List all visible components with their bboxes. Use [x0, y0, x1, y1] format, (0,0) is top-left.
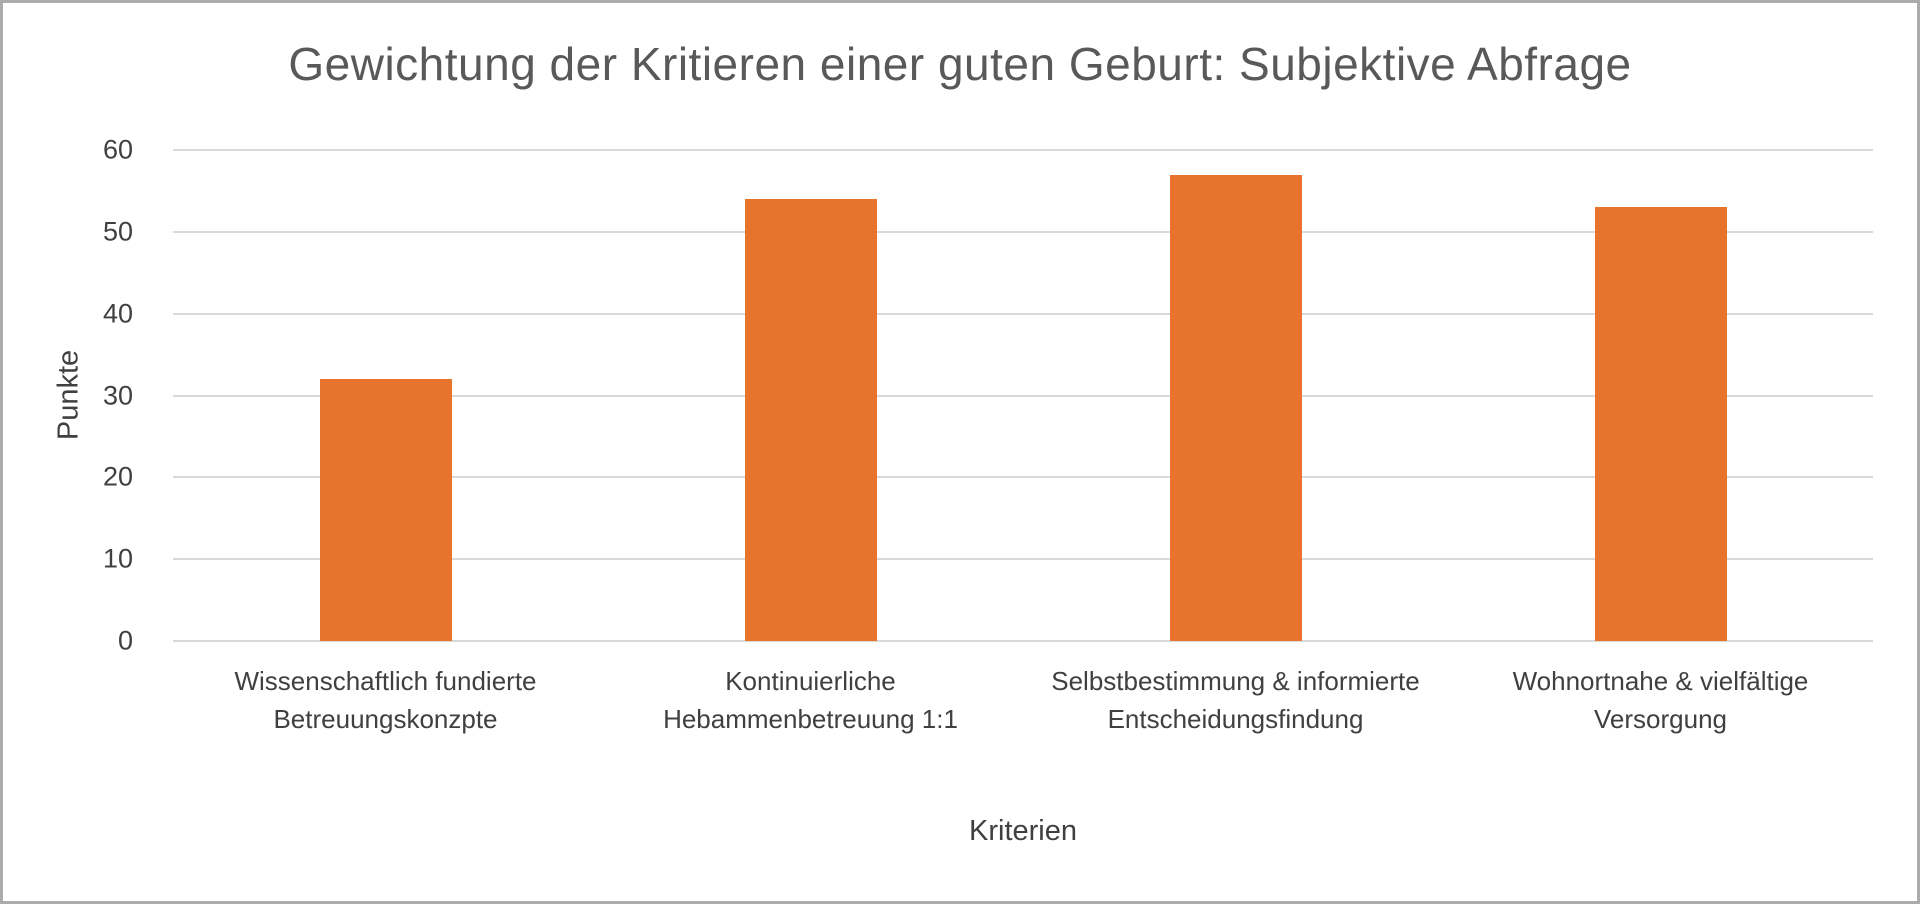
x-category-label: Selbstbestimmung & informierte Entscheid…: [1051, 666, 1420, 734]
x-axis-title: Kriterien: [969, 815, 1077, 847]
y-tick-label: 60: [102, 134, 133, 165]
y-axis-tick-labels: 0 10 20 30 40 50 60: [3, 135, 153, 656]
x-axis-category-labels: Wissenschaftlich fundierte Betreuungskon…: [173, 663, 1873, 738]
gridline: [173, 640, 1873, 642]
gridline: [173, 312, 1873, 315]
y-tick-label: 30: [102, 380, 133, 410]
chart-title: Gewichtung der Kritieren einer guten Geb…: [288, 38, 1632, 90]
y-tick-label: 0: [117, 625, 133, 656]
bar-slot: [598, 150, 1023, 641]
x-category: Wohnortnahe & vielfältige Versorgung: [1448, 663, 1873, 738]
y-tick-label: 50: [102, 216, 133, 247]
x-category-label: Kontinuierliche Hebammenbetreuung 1:1: [663, 666, 958, 734]
x-category: Selbstbestimmung & informierte Entscheid…: [1023, 663, 1448, 738]
plot-area: [173, 149, 1873, 642]
bar-slot: [173, 150, 598, 641]
bar-slot: [1023, 150, 1448, 641]
bar: [1594, 207, 1727, 641]
gridline: [173, 149, 1873, 151]
y-tick-label: 10: [102, 543, 133, 574]
gridline: [173, 476, 1873, 479]
x-category-label: Wohnortnahe & vielfältige Versorgung: [1512, 666, 1809, 734]
x-category: Wissenschaftlich fundierte Betreuungskon…: [173, 663, 598, 738]
gridline: [173, 558, 1873, 561]
gridline: [173, 230, 1873, 233]
bar-series: [173, 150, 1873, 641]
y-tick-label: 20: [102, 461, 133, 492]
bar: [1169, 174, 1302, 641]
bar: [319, 379, 452, 641]
gridline: [173, 394, 1873, 397]
bar: [744, 199, 877, 641]
x-category-label: Wissenschaftlich fundierte Betreuungskon…: [234, 666, 537, 734]
bar-slot: [1448, 150, 1873, 641]
y-tick-label: 40: [102, 298, 133, 329]
x-category: Kontinuierliche Hebammenbetreuung 1:1: [598, 663, 1023, 738]
